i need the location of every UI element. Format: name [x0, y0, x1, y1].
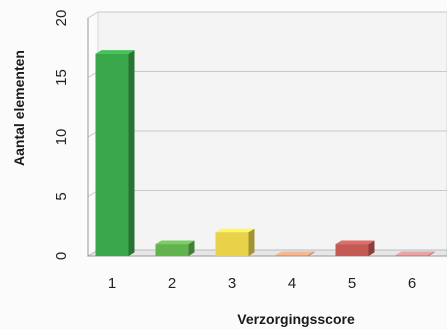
x-tick-label: 5 — [348, 275, 356, 292]
bar-layer — [95, 50, 435, 257]
y-axis-title: Aantal elementen — [11, 50, 27, 166]
bar-front — [275, 255, 309, 256]
bar-top — [275, 251, 315, 256]
bar-front — [215, 232, 249, 256]
bar-3 — [215, 228, 255, 256]
y-tick-label: 5 — [53, 192, 70, 200]
bar-front — [155, 244, 189, 256]
y-tick-label: 10 — [53, 129, 70, 146]
bar-6 — [395, 251, 435, 256]
x-tick-label: 3 — [228, 275, 236, 292]
y-tick-labels: 0 5 10 15 20 — [53, 10, 70, 261]
bar-front — [335, 244, 369, 256]
bar-top — [335, 240, 375, 245]
x-tick-label: 6 — [408, 275, 416, 292]
bar-1 — [95, 50, 135, 257]
y-tick-label: 15 — [53, 69, 70, 86]
x-tick-label: 2 — [168, 275, 176, 292]
bar-front — [95, 53, 129, 257]
bar-side — [188, 240, 195, 256]
x-tick-label: 4 — [288, 275, 296, 292]
bar-front — [395, 255, 429, 256]
x-tick-label: 1 — [108, 275, 116, 292]
bar-side — [368, 240, 375, 256]
x-axis-title: Verzorgingsscore — [237, 311, 355, 327]
bar-top — [95, 50, 135, 54]
bar-4 — [275, 251, 315, 256]
gridline-depth — [87, 11, 99, 19]
y-tick-label: 20 — [53, 10, 70, 27]
bar-top — [215, 228, 255, 233]
x-tick-labels: 1 2 3 4 5 6 — [108, 275, 416, 292]
y-tick-label: 0 — [53, 252, 70, 260]
bar-side — [128, 50, 135, 256]
bar-side — [248, 228, 255, 256]
bar-2 — [155, 240, 195, 256]
plot-floor — [86, 249, 447, 257]
bar-top — [155, 240, 195, 245]
bar-side — [428, 251, 435, 256]
bar-top — [395, 251, 435, 256]
grid-layer — [87, 11, 447, 257]
bar-5 — [335, 240, 375, 256]
bar-side — [308, 251, 315, 256]
